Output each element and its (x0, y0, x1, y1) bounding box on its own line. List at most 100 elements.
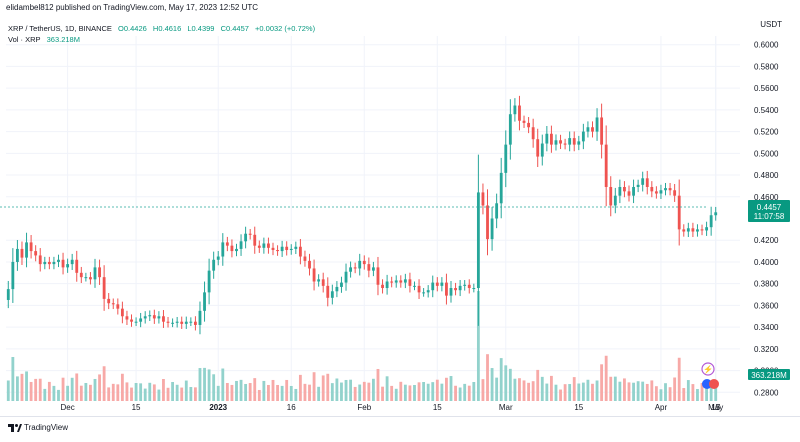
candle-body[interactable] (11, 261, 15, 290)
candle-body[interactable] (408, 279, 412, 286)
candle-body[interactable] (193, 321, 197, 325)
candle-body[interactable] (353, 267, 357, 269)
candle-body[interactable] (458, 285, 462, 291)
candle-body[interactable] (472, 288, 476, 290)
candle-body[interactable] (673, 190, 677, 196)
candle-body[interactable] (531, 127, 535, 140)
candle-body[interactable] (308, 260, 311, 269)
candle-body[interactable] (659, 190, 663, 194)
candle-body[interactable] (125, 316, 129, 320)
candle-body[interactable] (148, 315, 152, 317)
candle-body[interactable] (641, 178, 645, 185)
candle-body[interactable] (239, 241, 243, 249)
volume-legend[interactable]: Vol · XRP 363.218M (8, 35, 84, 44)
candle-body[interactable] (253, 234, 257, 246)
candle-body[interactable] (600, 117, 604, 145)
candle-body[interactable] (349, 267, 353, 272)
candle-body[interactable] (403, 279, 407, 283)
candle-body[interactable] (440, 282, 444, 286)
candle-body[interactable] (691, 228, 695, 232)
candle-body[interactable] (189, 321, 193, 323)
candle-body[interactable] (25, 242, 28, 258)
candle-body[interactable] (130, 319, 133, 322)
candle-body[interactable] (102, 277, 106, 299)
candle-body[interactable] (198, 310, 202, 325)
candle-body[interactable] (504, 144, 508, 173)
candle-body[interactable] (248, 233, 252, 235)
candle-body[interactable] (586, 127, 590, 132)
candle-body[interactable] (394, 280, 398, 283)
candle-body[interactable] (627, 191, 631, 196)
candle-body[interactable] (335, 286, 339, 292)
candle-body[interactable] (34, 251, 38, 256)
candle-body[interactable] (431, 282, 435, 291)
candle-body[interactable] (38, 255, 42, 265)
candle-body[interactable] (203, 292, 206, 311)
candle-body[interactable] (330, 291, 334, 298)
candle-body[interactable] (225, 242, 229, 246)
candle-body[interactable] (476, 192, 480, 289)
candle-body[interactable] (426, 290, 430, 293)
candle-body[interactable] (6, 289, 10, 300)
candle-body[interactable] (632, 186, 635, 196)
candle-body[interactable] (518, 105, 521, 121)
candle-body[interactable] (381, 284, 384, 289)
flag-icon[interactable] (702, 379, 712, 389)
volume-title[interactable]: Vol · XRP (8, 35, 41, 44)
candle-body[interactable] (417, 285, 421, 293)
candle-body[interactable] (463, 284, 467, 286)
candle-body[interactable] (636, 184, 640, 187)
candle-body[interactable] (609, 186, 613, 206)
candle-body[interactable] (604, 144, 608, 187)
candle-body[interactable] (449, 288, 453, 296)
candle-body[interactable] (175, 321, 179, 323)
candle-body[interactable] (696, 229, 699, 232)
candle-body[interactable] (572, 138, 576, 145)
candle-body[interactable] (540, 143, 544, 157)
candle-body[interactable] (513, 105, 517, 115)
candle-body[interactable] (70, 259, 74, 265)
candle-body[interactable] (422, 292, 426, 294)
candle-body[interactable] (276, 250, 279, 252)
candle-body[interactable] (47, 261, 51, 265)
candle-body[interactable] (321, 279, 325, 286)
candle-body[interactable] (522, 120, 526, 123)
candle-body[interactable] (664, 188, 667, 191)
candle-body[interactable] (79, 272, 83, 278)
candle-body[interactable] (111, 303, 115, 305)
candle-body[interactable] (317, 279, 321, 282)
candle-body[interactable] (650, 186, 654, 192)
candle-body[interactable] (714, 212, 718, 216)
candle-body[interactable] (654, 191, 658, 194)
candle-body[interactable] (184, 321, 188, 324)
candle-body[interactable] (413, 285, 416, 287)
candle-body[interactable] (120, 308, 124, 317)
candle-body[interactable] (289, 248, 293, 251)
candle-body[interactable] (344, 271, 348, 283)
candle-body[interactable] (221, 242, 225, 257)
candle-body[interactable] (454, 288, 457, 291)
candle-body[interactable] (257, 245, 261, 248)
candle-body[interactable] (563, 143, 567, 145)
candle-body[interactable] (89, 277, 92, 280)
candle-body[interactable] (340, 282, 343, 287)
candle-body[interactable] (61, 259, 65, 268)
candle-body[interactable] (207, 270, 211, 293)
candle-body[interactable] (139, 318, 143, 322)
candle-body[interactable] (591, 127, 594, 132)
candle-body[interactable] (75, 259, 79, 273)
candle-body[interactable] (495, 203, 499, 219)
candle-body[interactable] (709, 215, 713, 228)
candle-body[interactable] (84, 277, 88, 279)
candle-body[interactable] (271, 247, 275, 251)
candle-body[interactable] (481, 192, 485, 206)
candle-body[interactable] (157, 316, 161, 319)
candle-body[interactable] (445, 282, 448, 296)
candle-body[interactable] (326, 285, 330, 298)
candle-body[interactable] (568, 138, 572, 145)
lightning-icon[interactable] (701, 362, 715, 376)
candle-body[interactable] (143, 316, 147, 319)
candle-body[interactable] (267, 243, 270, 248)
candle-body[interactable] (134, 321, 138, 323)
